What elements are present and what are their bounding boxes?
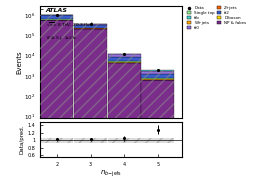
Bar [142,74,175,78]
Bar [108,57,141,61]
Y-axis label: Data/pred.: Data/pred. [20,125,25,154]
Text: $\ell\ell\geq5$ j, $\geq2$ b: $\ell\ell\geq5$ j, $\geq2$ b [46,34,77,42]
Bar [40,15,73,189]
Bar [142,138,174,143]
Bar [108,54,141,57]
Bar [142,80,175,189]
Bar [142,71,175,74]
Legend: Data, Single top, ttb, W+jets, tt0, Z+jets, tt2, Diboson, NP & fakes: Data, Single top, ttb, W+jets, tt0, Z+je… [186,5,247,30]
Bar [40,15,73,19]
Bar [108,138,141,143]
Bar [108,54,141,189]
Bar [40,138,73,143]
Bar [142,70,175,71]
Bar [74,29,107,189]
X-axis label: $n_{b\mathrm{-jets}}$: $n_{b\mathrm{-jets}}$ [100,168,122,179]
Bar [142,70,175,189]
Bar [74,138,107,143]
Bar [74,25,107,28]
Bar [108,61,141,62]
Bar [74,24,107,189]
Y-axis label: Events: Events [17,50,22,74]
Bar [74,24,107,25]
Bar [142,79,175,80]
Bar [142,78,175,79]
Text: $\sqrt{s}$= 8 TeV, 20.3 fb$^{-1}$: $\sqrt{s}$= 8 TeV, 20.3 fb$^{-1}$ [46,20,94,28]
Bar [40,20,73,189]
Text: ATLAS: ATLAS [46,8,68,13]
Bar [108,62,141,63]
Bar [108,63,141,189]
